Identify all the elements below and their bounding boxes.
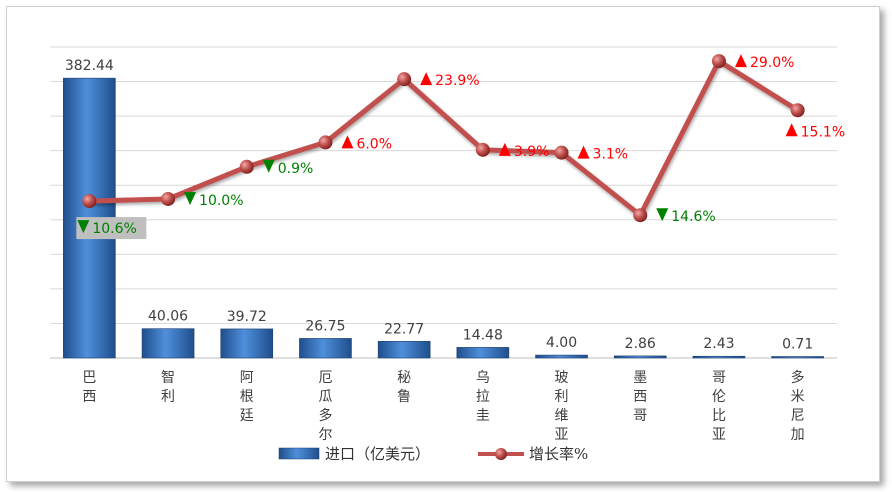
line-point	[318, 135, 333, 150]
growth-label: 3.9%	[498, 142, 550, 160]
bar-value-label: 40.06	[148, 309, 188, 325]
up-arrow-icon	[734, 54, 747, 68]
up-arrow-icon	[577, 145, 590, 159]
line-point	[790, 103, 805, 118]
line-point	[161, 191, 176, 206]
bar	[377, 341, 431, 359]
category-label: 多米尼加	[791, 369, 805, 443]
growth-value: 23.9%	[435, 73, 479, 89]
down-arrow-icon	[262, 159, 275, 173]
line-point	[239, 159, 254, 174]
line-point	[82, 194, 97, 209]
growth-label: 29.0%	[734, 54, 794, 71]
line-point	[711, 54, 726, 69]
bar-value-label: 2.43	[703, 336, 734, 352]
growth-label: 6.0%	[341, 135, 392, 152]
growth-value: 3.1%	[593, 147, 629, 163]
growth-value: 29.0%	[750, 55, 794, 71]
label-background	[76, 217, 147, 240]
bar-value-label: 382.44	[65, 58, 114, 74]
bar	[771, 356, 824, 359]
bar	[299, 338, 352, 359]
growth-value: 0.9%	[278, 161, 314, 177]
category-label: 巴西	[82, 370, 96, 405]
category-label: 秘鲁	[397, 370, 411, 405]
bar-value-label: 22.77	[384, 321, 424, 337]
line-point	[397, 72, 412, 87]
up-arrow-icon	[785, 123, 798, 137]
legend-line-label: 增长率%	[529, 445, 588, 463]
category-axis: 巴西 智利 阿根廷 厄瓜多尔 秘鲁 乌拉圭 玻利维亚 墨西哥 哥伦比亚 多米尼加	[82, 369, 804, 443]
growth-label: 10.0%	[184, 191, 244, 209]
chart-frame: 382.44 40.06 39.72 26.75 22.77 14.48 4.00 2.86 2…	[6, 6, 880, 482]
category-label: 厄瓜多尔	[318, 370, 332, 443]
bar-value-label: 39.72	[227, 309, 267, 325]
growth-value: 10.6%	[92, 221, 136, 237]
bar-value-label: 0.71	[782, 337, 813, 353]
growth-label: 23.9%	[420, 72, 480, 89]
growth-value: 3.9%	[514, 144, 550, 160]
legend-bar-swatch	[278, 447, 320, 460]
bar-value-label: 14.48	[463, 327, 503, 343]
combo-chart: 382.44 40.06 39.72 26.75 22.77 14.48 4.00 2.86 2…	[50, 46, 845, 463]
growth-line	[89, 58, 799, 218]
growth-value: 6.0%	[356, 136, 392, 152]
bar-value-label: 2.86	[625, 336, 656, 352]
bar	[692, 355, 746, 359]
category-label: 乌拉圭	[476, 370, 490, 424]
data-labels: 382.44 40.06 39.72 26.75 22.77 14.48 4.00 2.86 2…	[65, 54, 845, 353]
category-label: 智利	[161, 370, 175, 405]
growth-value: 15.1%	[801, 124, 845, 140]
line-point	[633, 208, 648, 223]
line-point	[554, 145, 569, 160]
down-arrow-icon	[656, 208, 669, 222]
bar	[535, 354, 588, 359]
down-arrow-icon	[77, 220, 90, 234]
growth-value: 10.0%	[199, 193, 243, 209]
bar-value-label: 4.00	[546, 335, 577, 351]
grid-lines	[50, 46, 837, 359]
growth-label: 15.1%	[785, 123, 845, 140]
bar	[613, 355, 667, 359]
down-arrow-icon	[184, 191, 197, 205]
legend-bar-label: 进口（亿美元）	[325, 445, 430, 463]
growth-label: 10.6%	[76, 217, 147, 240]
up-arrow-icon	[341, 135, 354, 149]
bar	[220, 328, 274, 359]
bar	[141, 328, 195, 359]
bar-value-label: 26.75	[305, 318, 345, 334]
growth-label: 14.6%	[656, 208, 716, 225]
growth-label: 3.1%	[577, 145, 629, 163]
up-arrow-icon	[420, 72, 433, 86]
bar	[456, 347, 510, 359]
line-series	[82, 54, 805, 223]
category-label: 阿根廷	[240, 370, 254, 424]
line-point	[475, 142, 490, 157]
growth-label: 0.9%	[262, 159, 314, 177]
category-label: 墨西哥	[633, 370, 647, 424]
growth-value: 14.6%	[671, 209, 715, 225]
legend-line-marker	[495, 448, 507, 460]
category-label: 哥伦比亚	[712, 370, 726, 443]
up-arrow-icon	[498, 142, 511, 156]
legend: 进口（亿美元） 增长率%	[278, 445, 588, 463]
category-label: 玻利维亚	[555, 370, 569, 443]
